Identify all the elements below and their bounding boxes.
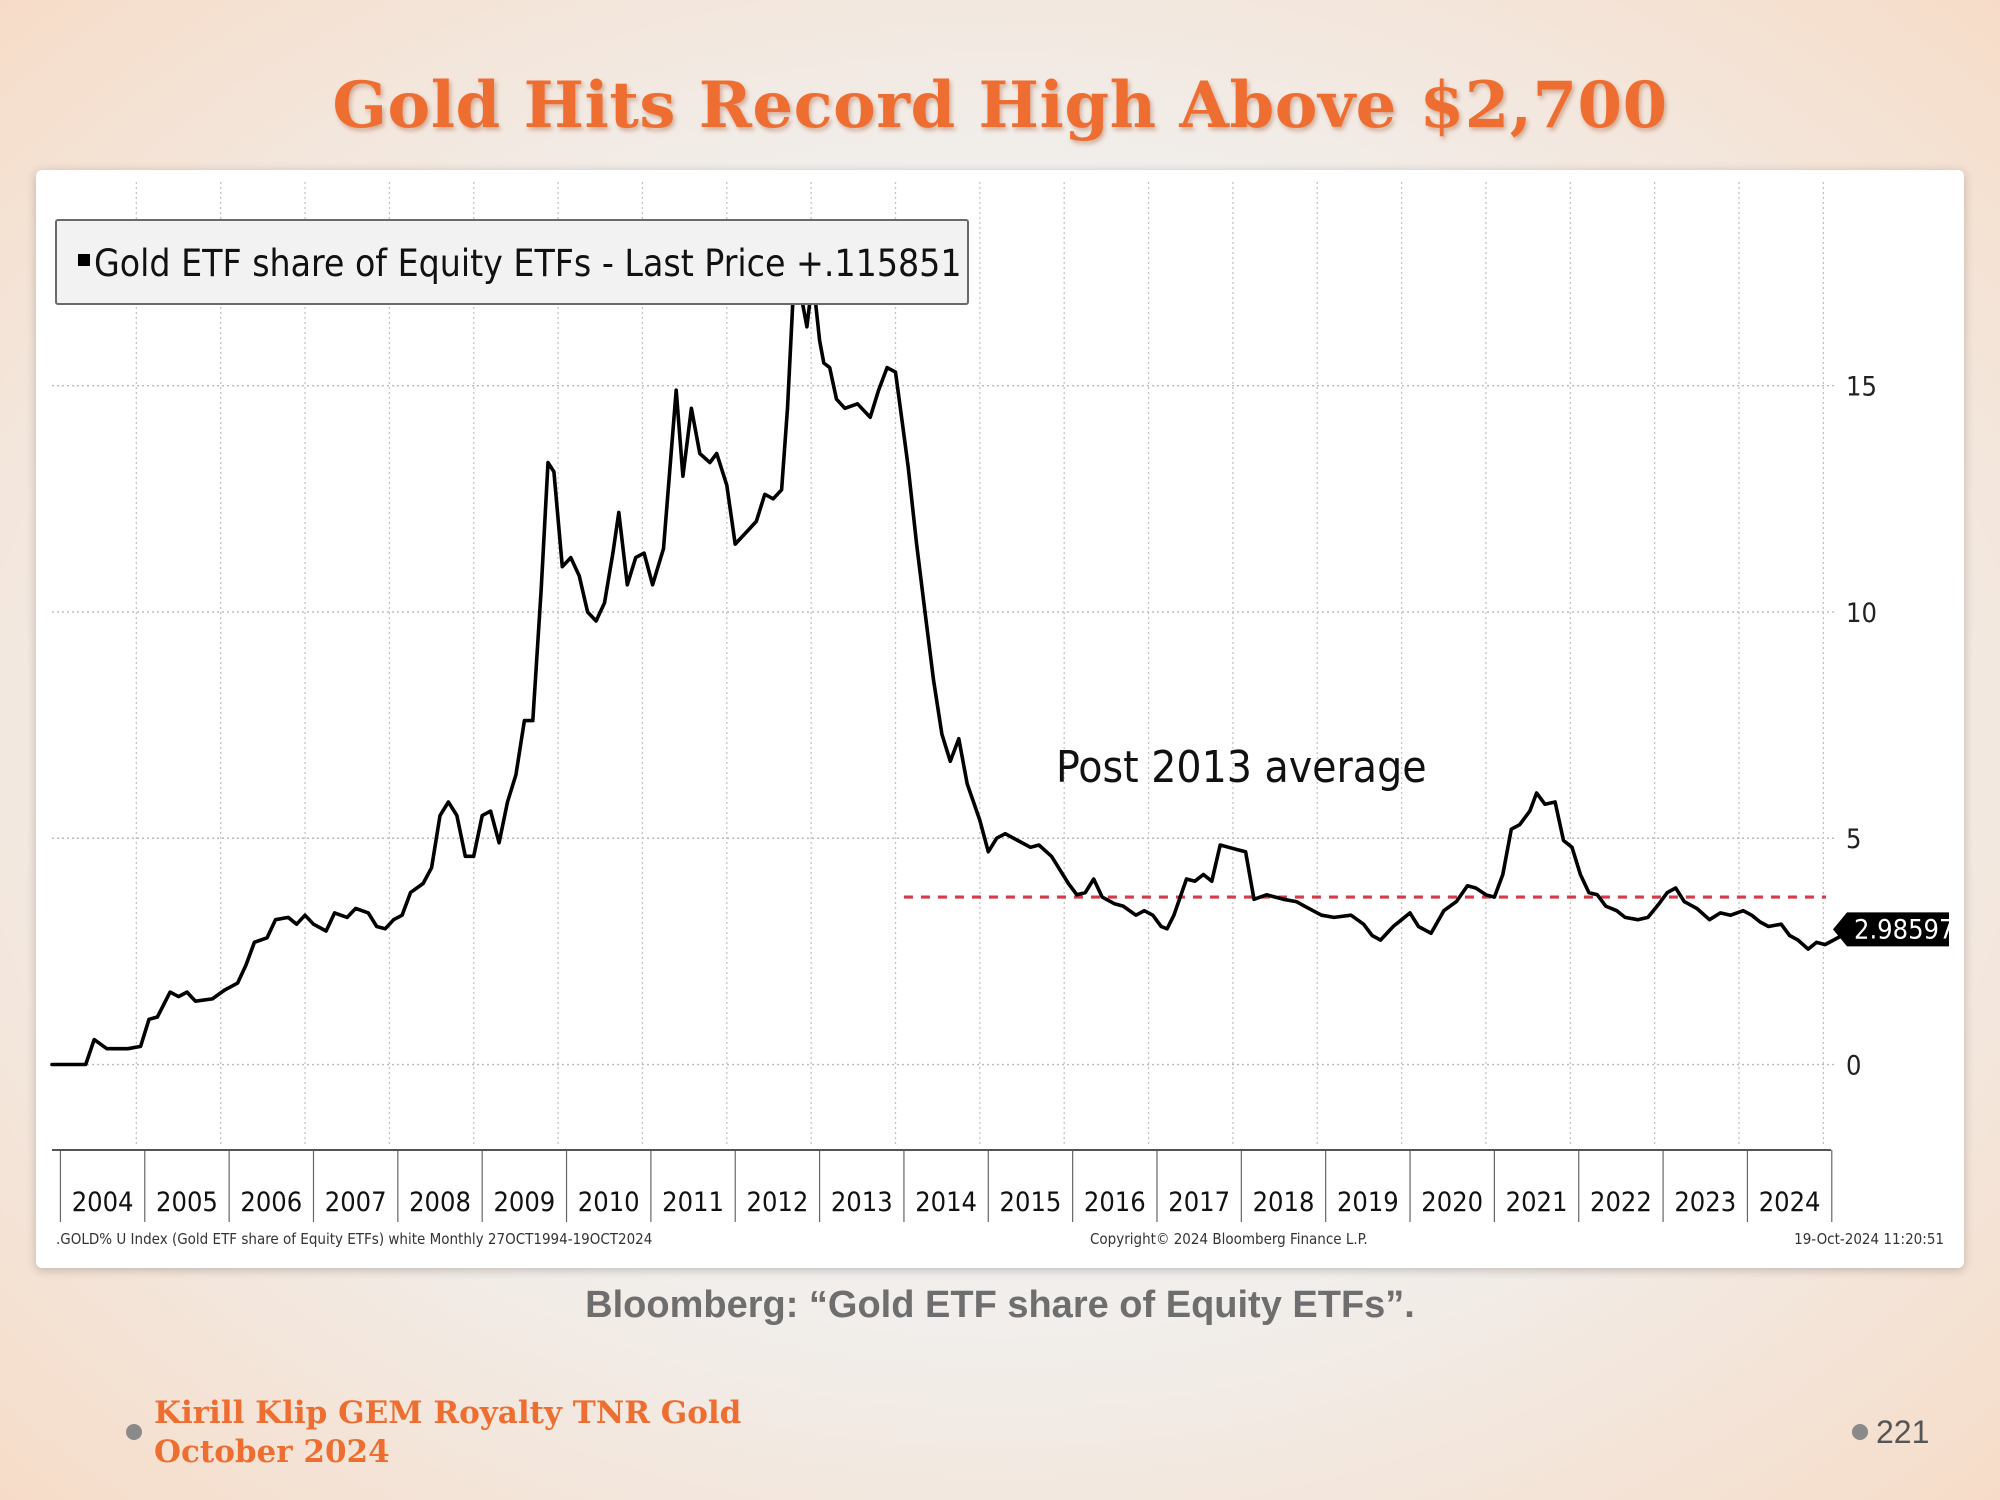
x-tick-label: 2016 — [1084, 1187, 1146, 1218]
x-tick-label: 2024 — [1759, 1187, 1821, 1218]
line-chart: 0 5 10 15 2004 2005 2006 2007 2008 2009 2010 2011 20… — [50, 182, 1954, 1248]
x-tick-label: 2008 — [409, 1187, 471, 1218]
chart-labels: Post 2013 average 2.98597 Gold ETF share o… — [55, 219, 1954, 1248]
footer-author-block: Kirill Klip GEM Royalty TNR Gold October… — [154, 1394, 741, 1472]
chart-caption: Bloomberg: “Gold ETF share of Equity ETF… — [585, 1284, 1415, 1326]
slide-title: Gold Hits Record High Above $2,700 — [332, 68, 1668, 143]
x-tick-label: 2020 — [1421, 1187, 1483, 1218]
chart-grid — [52, 182, 1836, 1146]
x-tick-label: 2012 — [747, 1187, 809, 1218]
gold-etf-share-series-line — [50, 270, 1855, 1067]
post-2013-average-annotation: Post 2013 average — [1056, 742, 1427, 793]
x-tick-label: 2021 — [1506, 1187, 1568, 1218]
chart-series — [50, 270, 1855, 1067]
y-tick-label: 15 — [1846, 372, 1877, 403]
x-tick-label: 2011 — [662, 1187, 724, 1218]
x-tick-label: 2013 — [831, 1187, 893, 1218]
y-tick-label: 5 — [1846, 824, 1861, 855]
page-number: 221 — [1876, 1414, 1930, 1450]
footer-author: Kirill Klip GEM Royalty TNR Gold — [154, 1395, 742, 1431]
x-tick-label: 2009 — [493, 1187, 555, 1218]
x-tick-label: 2014 — [915, 1187, 977, 1218]
footer-date: October 2024 — [154, 1434, 390, 1470]
x-tick-label: 2017 — [1168, 1187, 1230, 1218]
y-tick-label: 0 — [1846, 1051, 1861, 1082]
x-tick-label: 2019 — [1337, 1187, 1399, 1218]
chart-copyright-footer: Copyright© 2024 Bloomberg Finance L.P. — [1090, 1230, 1368, 1248]
last-value-tag — [1833, 912, 1949, 947]
legend-entry: Gold ETF share of Equity ETFs - Last Pri… — [94, 242, 962, 285]
chart-timestamp-footer: 19-Oct-2024 11:20:51 — [1794, 1230, 1944, 1248]
x-tick-label: 2005 — [156, 1187, 218, 1218]
chart-source-footer: .GOLD% U Index (Gold ETF share of Equity… — [56, 1230, 652, 1248]
x-tick-label: 2023 — [1674, 1187, 1736, 1218]
y-tick-label: 10 — [1846, 598, 1877, 629]
x-tick-label: 2010 — [578, 1187, 640, 1218]
x-tick-label: 2007 — [325, 1187, 387, 1218]
x-tick-label: 2022 — [1590, 1187, 1652, 1218]
x-tick-label: 2015 — [1000, 1187, 1062, 1218]
x-tick-label: 2004 — [72, 1187, 134, 1218]
page-number-bullet-icon — [1852, 1424, 1868, 1440]
x-tick-label: 2006 — [240, 1187, 302, 1218]
legend-marker-icon — [78, 254, 90, 266]
last-value-label: 2.98597 — [1854, 914, 1954, 945]
chart-axes: 0 5 10 15 2004 2005 2006 2007 2008 2009 2010 2011 20… — [52, 372, 1877, 1222]
chart-card: 0 5 10 15 2004 2005 2006 2007 2008 2009 2010 2011 20… — [36, 170, 1964, 1268]
footer-bullet-icon — [126, 1424, 142, 1440]
x-tick-label: 2018 — [1253, 1187, 1315, 1218]
legend-box — [55, 219, 969, 305]
